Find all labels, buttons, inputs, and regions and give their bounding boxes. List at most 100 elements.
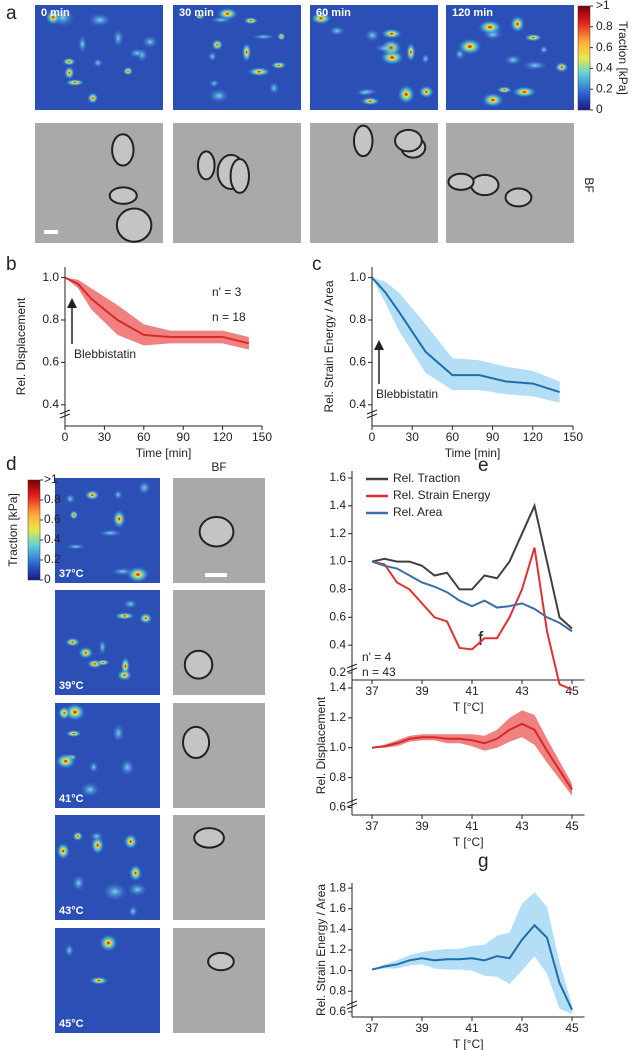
y-tick-label: 0.6 bbox=[329, 609, 346, 623]
brightfield-image bbox=[173, 590, 265, 695]
colorbar-tick-label: 0.4 bbox=[44, 532, 61, 546]
y-axis-label: Rel. Displacement bbox=[14, 297, 28, 395]
temperature-label: 37°C bbox=[59, 568, 84, 580]
cell bbox=[504, 187, 533, 208]
colorbar-tick-label: >1 bbox=[596, 0, 610, 12]
traction-spot bbox=[208, 88, 230, 104]
traction-spot bbox=[539, 45, 549, 55]
traction-spot bbox=[96, 659, 110, 666]
annotation: Blebbistatin bbox=[74, 347, 136, 361]
traction-spot bbox=[102, 882, 128, 901]
colorbar bbox=[577, 5, 591, 111]
traction-spot bbox=[397, 84, 416, 105]
cell bbox=[193, 827, 225, 849]
traction-spot bbox=[97, 529, 123, 537]
x-tick-label: 37 bbox=[365, 819, 379, 833]
x-tick-label: 120 bbox=[213, 430, 233, 444]
traction-spot bbox=[277, 32, 286, 41]
traction-spot bbox=[421, 53, 430, 65]
colorbar-tick-label: 0.2 bbox=[44, 552, 61, 566]
x-axis-label: T [°C] bbox=[453, 700, 484, 714]
panel-letter: g bbox=[478, 851, 489, 872]
y-tick-label: 0.4 bbox=[42, 397, 59, 411]
x-tick-label: 90 bbox=[177, 430, 191, 444]
traction-spot bbox=[119, 758, 135, 777]
axis-break bbox=[366, 409, 378, 419]
x-tick-label: 41 bbox=[465, 684, 479, 698]
temperature-label: 43°C bbox=[59, 905, 84, 917]
traction-spot bbox=[88, 760, 99, 774]
traction-spot bbox=[80, 781, 101, 798]
x-tick-label: 43 bbox=[515, 819, 529, 833]
y-tick-label: 0.6 bbox=[349, 355, 366, 369]
traction-spot bbox=[112, 28, 124, 48]
y-tick-label: 0.2 bbox=[329, 665, 346, 679]
traction-spot bbox=[89, 976, 109, 985]
error-band bbox=[372, 277, 560, 403]
temperature-label: 45°C bbox=[59, 1018, 84, 1030]
cell bbox=[229, 157, 250, 194]
colorbar-tick-label: 0 bbox=[44, 572, 51, 586]
traction-spot bbox=[268, 81, 280, 95]
traction-spot bbox=[98, 638, 107, 656]
traction-spot bbox=[243, 16, 259, 25]
y-tick-label: 0.6 bbox=[329, 1004, 346, 1018]
annotation: Blebbistatin bbox=[376, 387, 438, 401]
x-tick-label: 45 bbox=[565, 1021, 579, 1035]
time-label: 0 min bbox=[41, 7, 70, 19]
cell bbox=[470, 173, 500, 197]
y-tick-label: 1.8 bbox=[329, 880, 346, 894]
y-tick-label: 1.6 bbox=[329, 470, 346, 484]
x-tick-label: 39 bbox=[415, 819, 429, 833]
x-axis-label: T [°C] bbox=[453, 835, 484, 849]
x-tick-label: 43 bbox=[515, 684, 529, 698]
colorbar-tick-label: 0.8 bbox=[596, 19, 613, 33]
traction-spot bbox=[87, 12, 112, 28]
traction-spot bbox=[114, 612, 136, 620]
traction-spot bbox=[454, 47, 466, 61]
brightfield-image bbox=[173, 703, 265, 808]
traction-spot bbox=[380, 28, 403, 39]
y-axis-label: Rel. Displacement bbox=[314, 696, 328, 794]
traction-spot bbox=[128, 864, 143, 882]
y-tick-label: 1.0 bbox=[329, 740, 346, 754]
time-label: 60 min bbox=[316, 7, 351, 19]
traction-spot bbox=[364, 28, 380, 42]
traction-spot bbox=[511, 86, 537, 98]
traction-spot bbox=[209, 16, 234, 24]
traction-spot bbox=[496, 86, 513, 94]
x-tick-label: 120 bbox=[523, 430, 543, 444]
time-label: 120 min bbox=[452, 7, 493, 19]
panel-letter: e bbox=[478, 455, 489, 476]
error-band bbox=[372, 710, 572, 796]
traction-spot bbox=[477, 19, 503, 35]
legend-label: Rel. Strain Energy bbox=[393, 488, 490, 502]
y-tick-label: 0.4 bbox=[349, 397, 366, 411]
traction-spot bbox=[65, 729, 82, 738]
axis-break bbox=[59, 409, 71, 419]
traction-spot bbox=[128, 48, 145, 58]
y-tick-label: 0.8 bbox=[42, 312, 59, 326]
x-tick-label: 39 bbox=[415, 684, 429, 698]
colorbar-label: Traction [kPa] bbox=[616, 21, 630, 95]
traction-spot bbox=[250, 33, 277, 40]
y-tick-label: 1.4 bbox=[329, 922, 346, 936]
error-band bbox=[372, 892, 572, 1014]
colorbar-tick-label: 0.8 bbox=[44, 492, 61, 506]
data-line bbox=[371, 722, 573, 791]
x-tick-label: 39 bbox=[415, 1021, 429, 1035]
traction-spot bbox=[64, 943, 75, 958]
traction-spot bbox=[116, 669, 133, 681]
x-tick-label: 37 bbox=[365, 1021, 379, 1035]
traction-spot bbox=[72, 831, 84, 842]
traction-spot bbox=[64, 493, 76, 505]
traction-spot bbox=[63, 65, 75, 80]
x-tick-label: 45 bbox=[565, 684, 579, 698]
traction-spot bbox=[247, 67, 271, 77]
traction-map bbox=[173, 5, 301, 110]
annotation: n = 18 bbox=[212, 310, 246, 324]
cell bbox=[447, 172, 475, 191]
colorbar-tick-label: 0 bbox=[596, 102, 603, 116]
x-tick-label: 30 bbox=[98, 430, 112, 444]
